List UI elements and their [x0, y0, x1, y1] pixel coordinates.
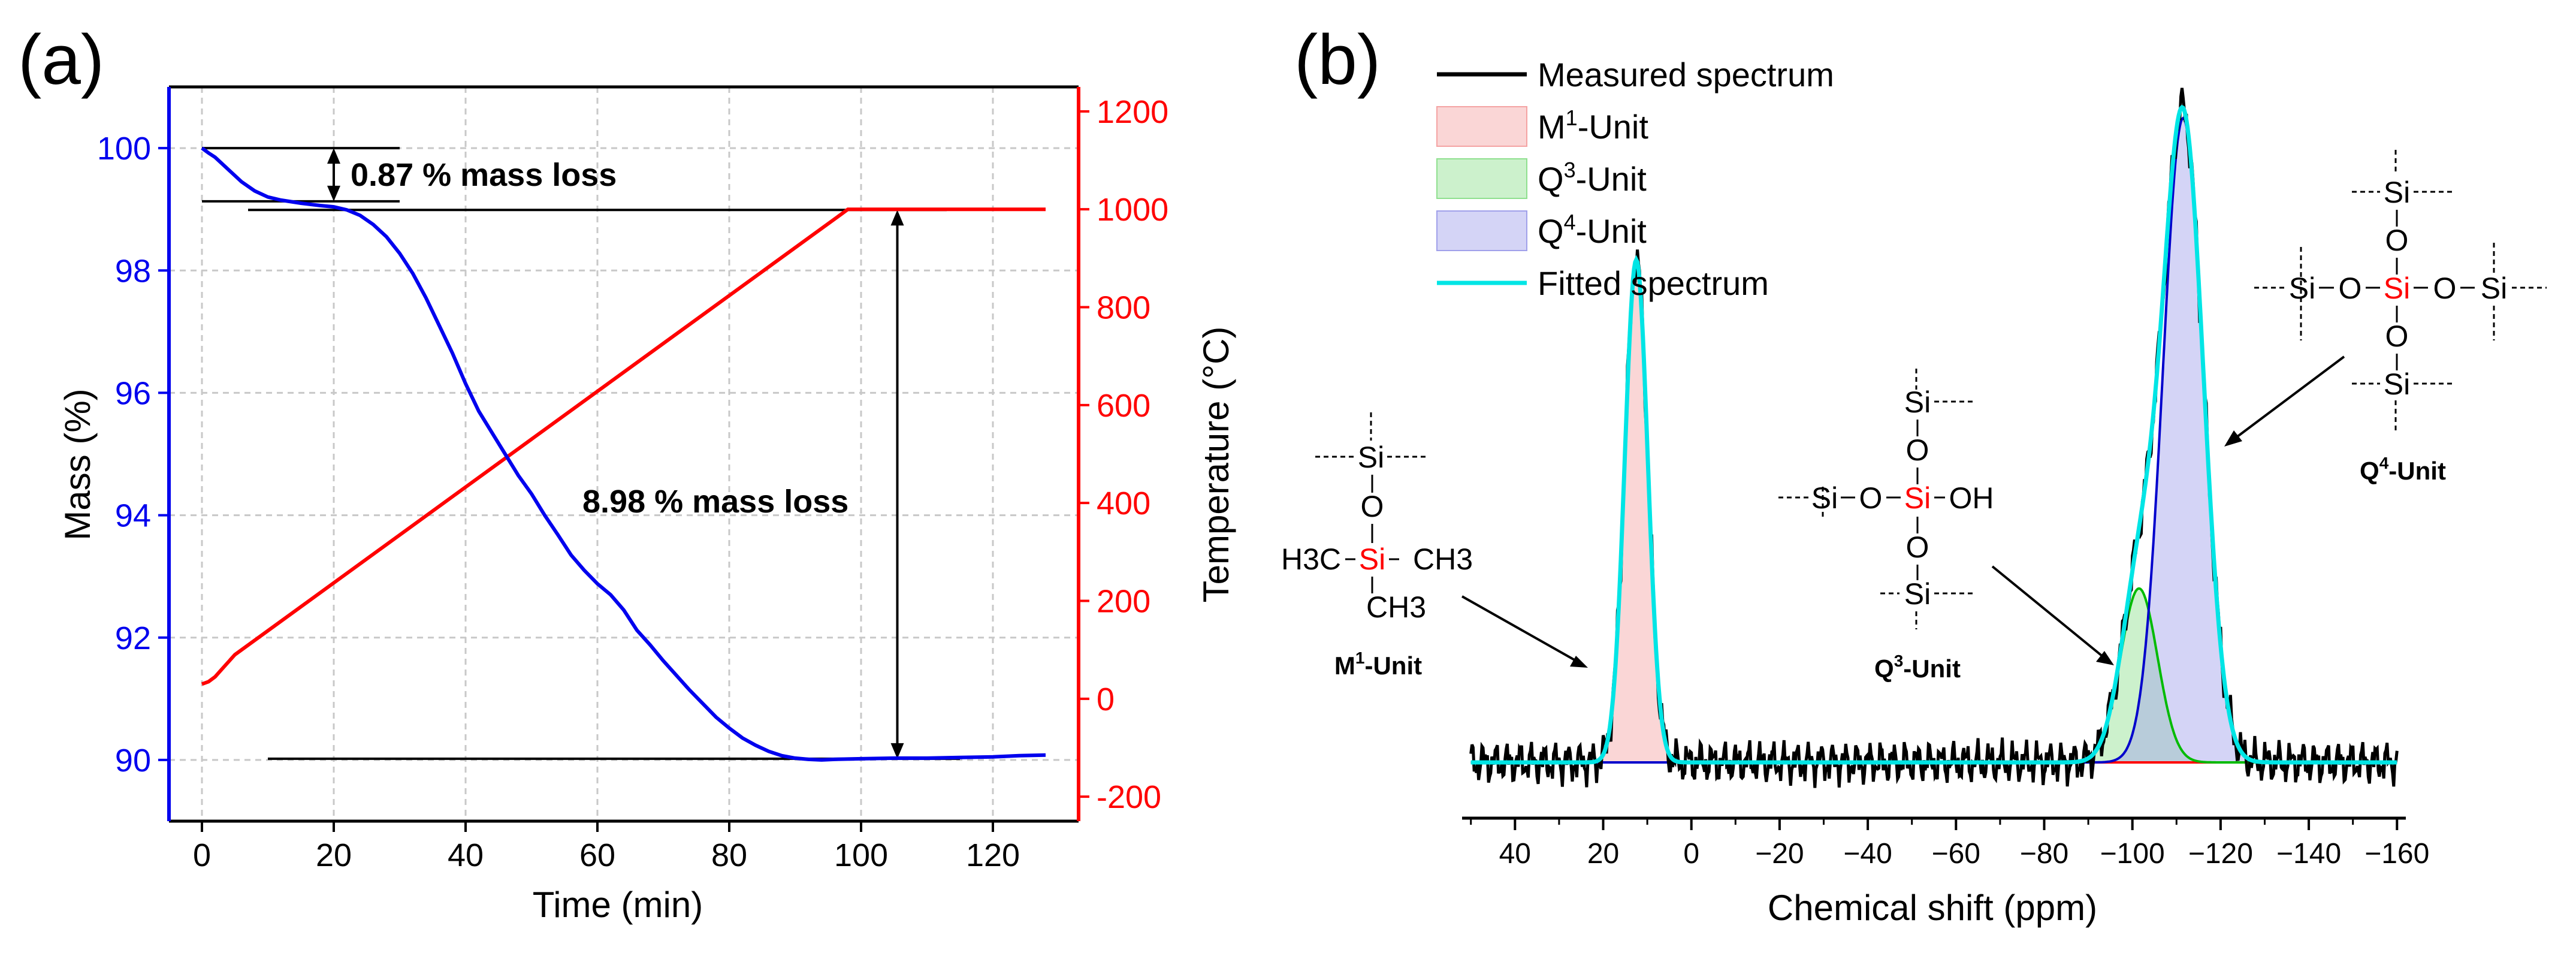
panel-a-grid [169, 87, 1079, 821]
m1-si-center: Si [1359, 542, 1385, 576]
shift-tick-label-9: −140 [2276, 838, 2341, 870]
panel-a-x-axis-title: Time (min) [533, 885, 703, 925]
x-tick-label-6: 120 [966, 837, 1020, 873]
right-tick-label-7: 1200 [1097, 94, 1168, 130]
q4-si-center: Si [2384, 272, 2410, 305]
shift-tick-label-1: 20 [1587, 838, 1619, 870]
legend-swatch-2 [1436, 158, 1527, 199]
arrow-main-mass-loss-head-bottom [890, 743, 904, 759]
q4-si-right: Si [2481, 272, 2507, 305]
m1-unit-structure: Si O H3C Si CH3 CH3 M1-Unit [1281, 412, 1588, 680]
panel-b-x-ticks: 40 20 0 −20 −40 −60 −80 −100 −120 −140 −160 [1470, 818, 2429, 870]
legend-label-0: Measured spectrum [1538, 56, 1834, 94]
annotation-main-mass-loss: 8.98 % mass loss [582, 484, 848, 520]
annotation-small-mass-loss: 0.87 % mass loss [351, 157, 617, 193]
q3-hydroxyl: OH [1949, 481, 1994, 515]
legend-swatch-3 [1436, 210, 1527, 251]
shift-tick-label-2: 0 [1683, 838, 1699, 870]
q4-unit-structure: Si O Si O Si O Si O Si Q4-U [2224, 150, 2547, 485]
panel-b: (b) 40 20 0 −20 −40 −60 −80 −100 −120 −140 −160 Ch… [1281, 20, 2547, 928]
arrow-small-mass-loss-head-bottom [327, 185, 340, 201]
q3-oxygen-top: O [1906, 433, 1929, 467]
right-tick-label-6: 1000 [1097, 192, 1168, 228]
panel-a-right-axis-title: Temperature (°C) [1196, 327, 1236, 603]
shift-tick-label-7: −100 [2100, 838, 2165, 870]
left-tick-label-3: 96 [115, 375, 151, 411]
right-tick-label-1: 0 [1097, 681, 1115, 717]
m1-si-top: Si [1358, 441, 1384, 474]
panel-a: (a) 0 20 40 60 80 100 120 90 92 94 96 98 100 -200 0 2… [18, 20, 1236, 925]
q3-unit-label: Q3-Unit [1874, 652, 1961, 683]
temperature-curve [201, 207, 1046, 686]
panel-b-peak-fills [1590, 118, 2264, 763]
q4-unit-label: Q4-Unit [2360, 454, 2446, 485]
legend-label-2: Q3-Unit [1538, 158, 1647, 198]
x-tick-label-4: 80 [711, 837, 747, 873]
q4-oxygen-right: O [2433, 272, 2457, 305]
shift-tick-label-6: −80 [2020, 838, 2068, 870]
mass-curve [201, 146, 1046, 762]
q3-si-center: Si [1904, 481, 1931, 515]
q3-si-top: Si [1904, 385, 1931, 419]
x-tick-label-0: 0 [193, 837, 211, 873]
right-tick-label-2: 200 [1097, 584, 1150, 620]
left-tick-label-4: 98 [115, 253, 151, 289]
q3-si-bottom: Si [1904, 577, 1931, 611]
x-tick-label-2: 40 [448, 837, 484, 873]
arrow-main-mass-loss-head-top [890, 210, 904, 226]
legend-label-3: Q4-Unit [1538, 210, 1647, 250]
peak-fill-M1-Unit [1590, 260, 1683, 763]
fitted-spectrum-line [1470, 104, 2397, 765]
q4-oxygen-left: O [2339, 272, 2362, 305]
m1-unit-label: M1-Unit [1334, 649, 1422, 680]
panel-a-label: (a) [18, 20, 104, 99]
left-tick-label-5: 100 [97, 131, 151, 167]
shift-tick-label-3: −20 [1755, 838, 1804, 870]
panel-a-left-axis-title: Mass (%) [58, 388, 98, 540]
peak-line-M1-Unit [1470, 257, 2397, 764]
panel-a-left-ticks: 90 92 94 96 98 100 [97, 131, 169, 779]
q4-si-bottom: Si [2384, 367, 2410, 401]
left-tick-label-1: 92 [115, 620, 151, 656]
panel-b-x-axis-title: Chemical shift (ppm) [1768, 888, 2097, 928]
q4-oxygen-bottom: O [2385, 319, 2409, 353]
left-tick-label-2: 94 [115, 498, 151, 534]
right-tick-label-4: 600 [1097, 388, 1150, 424]
right-tick-label-0: -200 [1097, 779, 1161, 815]
legend-swatch-1 [1436, 106, 1527, 147]
m1-methyl-bottom: CH3 [1366, 590, 1426, 624]
panel-a-x-ticks: 0 20 40 60 80 100 120 [193, 821, 1020, 873]
shift-tick-label-4: −40 [1843, 838, 1892, 870]
right-tick-label-5: 800 [1097, 290, 1150, 326]
panel-a-reference-lines [202, 147, 960, 760]
x-tick-label-5: 100 [834, 837, 888, 873]
m1-methyl-right: CH3 [1413, 542, 1473, 576]
legend-label-4: Fitted spectrum [1538, 264, 1769, 302]
q3-unit-structure: Si O Si O Si OH O Si Q3-Unit [1778, 369, 2114, 683]
arrow-small-mass-loss-head-top [327, 148, 340, 164]
panel-b-legend: Measured spectrum M1-Unit Q3-Unit Q4-Unit Fi… [1436, 56, 1834, 302]
legend-label-1: M1-Unit [1538, 105, 1648, 146]
panel-a-right-ticks: -200 0 200 400 600 800 1000 1200 [1079, 94, 1168, 815]
peak-fill-Q4-Unit [2101, 118, 2264, 762]
q4-si-top: Si [2384, 176, 2410, 209]
m1-methyl-left: H3C [1281, 542, 1341, 576]
shift-tick-label-0: 40 [1499, 838, 1531, 870]
right-tick-label-3: 400 [1097, 485, 1150, 521]
x-tick-label-1: 20 [316, 837, 352, 873]
m1-oxygen: O [1361, 490, 1384, 523]
panel-b-label: (b) [1294, 20, 1381, 99]
q3-oxygen-left: O [1859, 481, 1883, 515]
shift-tick-label-8: −120 [2188, 838, 2253, 870]
peak-fill-Q3-Unit [2065, 588, 2213, 762]
q3-si-left: Si [1811, 481, 1838, 515]
shift-tick-label-10: −160 [2364, 838, 2429, 870]
q4-si-left: Si [2289, 272, 2315, 305]
q4-oxygen-top: O [2385, 224, 2409, 257]
left-tick-label-0: 90 [115, 743, 151, 779]
q3-oxygen-bottom: O [1906, 530, 1929, 564]
x-tick-label-3: 60 [579, 837, 615, 873]
shift-tick-label-5: −60 [1932, 838, 1980, 870]
